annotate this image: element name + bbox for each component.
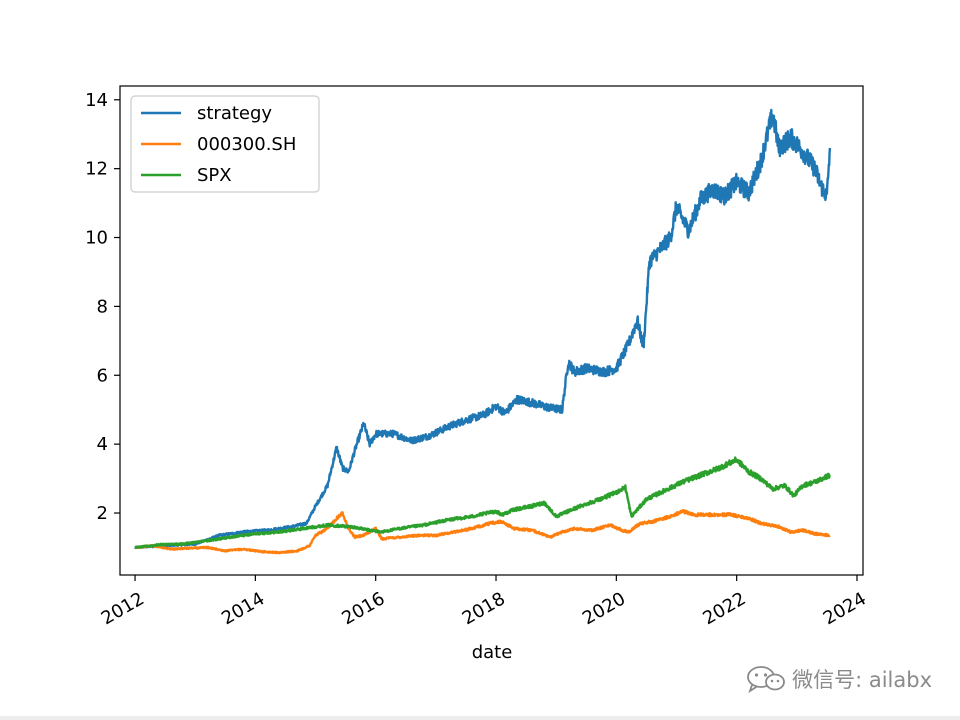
x-tick-label: 2024: [820, 588, 870, 629]
legend: strategy 000300.SH SPX: [130, 95, 320, 193]
series-layer: [134, 108, 832, 555]
x-tick-label: 2020: [579, 588, 629, 629]
legend-box: [130, 95, 320, 193]
wechat-icon: [747, 666, 785, 693]
x-axis: 2012 2014 2016 2018 2020 2022 2024: [98, 575, 870, 629]
legend-label: strategy: [197, 103, 272, 124]
y-tick-label: 14: [85, 90, 108, 111]
watermark-text: 微信号: ailabx: [792, 668, 932, 692]
x-tick-label: 2022: [699, 588, 749, 629]
y-tick-label: 6: [97, 365, 108, 386]
y-tick-label: 2: [97, 503, 108, 524]
y-tick-label: 12: [85, 159, 108, 180]
plot-frame: [119, 85, 864, 576]
series-line-strategy: [134, 108, 832, 549]
x-tick-label: 2014: [218, 588, 268, 629]
x-axis-label: date: [472, 642, 513, 663]
watermark: 微信号: ailabx: [746, 664, 932, 694]
series-line-spx: [134, 456, 831, 550]
legend-label: SPX: [197, 165, 232, 186]
bottom-divider: [0, 716, 960, 720]
y-tick-label: 10: [85, 228, 108, 249]
y-tick-label: 4: [97, 434, 108, 455]
y-tick-label: 8: [97, 296, 108, 317]
series-line-000300-sh: [134, 508, 831, 555]
x-tick-label: 2016: [338, 588, 388, 629]
x-tick-label: 2012: [98, 588, 148, 629]
x-tick-label: 2018: [459, 588, 509, 629]
y-axis: 2 4 6 8 10 12 14: [85, 90, 120, 524]
legend-label: 000300.SH: [197, 134, 296, 155]
